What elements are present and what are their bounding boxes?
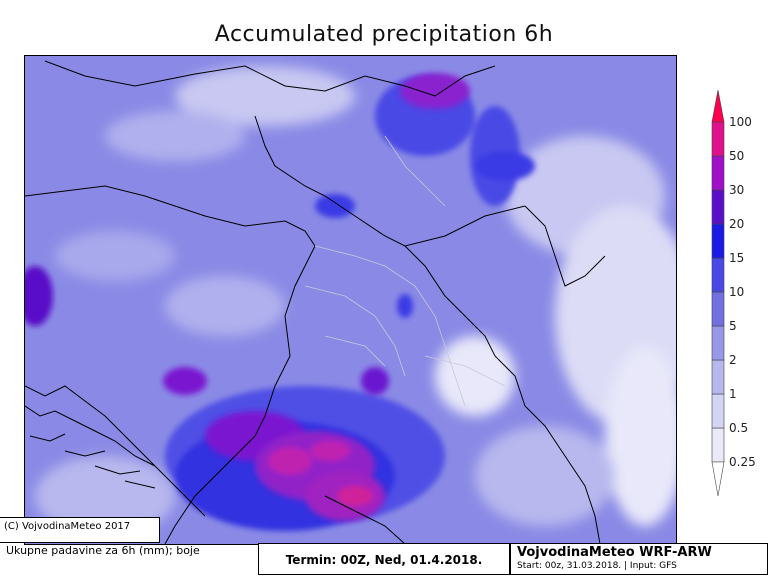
legend-label: 30 xyxy=(729,183,744,197)
legend-label: 50 xyxy=(729,149,744,163)
legend-label: 5 xyxy=(729,319,737,333)
legend-swatch xyxy=(711,393,725,429)
precipitation-field xyxy=(25,56,676,544)
forecast-time: Termin: 00Z, Ned, 01.4.2018. xyxy=(258,543,510,575)
footer: Ukupne padavine za 6h (mm); boje Termin:… xyxy=(0,543,768,576)
legend-swatch xyxy=(711,427,725,463)
legend-swatch xyxy=(711,257,725,293)
precipitation-legend: 0.25 0.5 1 2 5 10 15 20 30 50 100 xyxy=(708,89,764,500)
legend-colorbar: 0.25 0.5 1 2 5 10 15 20 30 50 100 xyxy=(711,89,756,497)
legend-bottom-arrow xyxy=(711,461,725,497)
legend-label: 0.5 xyxy=(729,421,748,435)
copyright-box: (C) VojvodinaMeteo 2017 xyxy=(0,517,160,543)
low-precip-areas xyxy=(35,66,676,536)
run-info: Start: 00z, 31.03.2018. | Input: GFS xyxy=(517,561,677,571)
legend-label: 20 xyxy=(729,217,744,231)
high-precip-areas xyxy=(163,73,470,521)
legend-top-arrow xyxy=(711,89,725,123)
legend-label: 100 xyxy=(729,115,752,129)
legend-swatch xyxy=(711,359,725,395)
coastline xyxy=(25,405,156,489)
legend-swatch xyxy=(711,121,725,157)
legend-swatch xyxy=(711,223,725,259)
model-info: VojvodinaMeteo WRF-ARW Start: 00z, 31.03… xyxy=(510,543,768,575)
legend-swatch xyxy=(711,155,725,191)
legend-swatch xyxy=(711,325,725,361)
legend-label: 15 xyxy=(729,251,744,265)
copyright-text: (C) VojvodinaMeteo 2017 xyxy=(4,521,131,532)
footer-description: Ukupne padavine za 6h (mm); boje xyxy=(6,544,200,557)
region-borders xyxy=(304,135,506,407)
legend-swatch xyxy=(711,291,725,327)
map-title: Accumulated precipitation 6h xyxy=(214,22,554,47)
precipitation-map xyxy=(24,55,677,545)
legend-label: 1 xyxy=(729,387,737,401)
legend-label: 2 xyxy=(729,353,737,367)
country-borders xyxy=(25,60,606,544)
legend-label: 10 xyxy=(729,285,744,299)
model-name: VojvodinaMeteo WRF-ARW xyxy=(517,545,712,560)
legend-label: 0.25 xyxy=(729,455,756,469)
legend-swatch xyxy=(711,189,725,225)
